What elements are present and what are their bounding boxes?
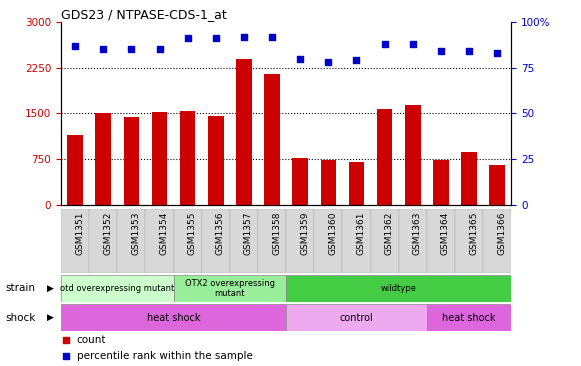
- Point: [380, 41, 389, 47]
- Text: GSM1354: GSM1354: [160, 212, 168, 255]
- Text: GSM1357: GSM1357: [244, 212, 253, 255]
- Text: percentile rank within the sample: percentile rank within the sample: [77, 351, 253, 362]
- Bar: [314, 209, 342, 273]
- Bar: [455, 209, 483, 273]
- Point: [155, 46, 164, 52]
- Bar: [61, 209, 89, 273]
- Text: GSM1352: GSM1352: [103, 212, 112, 255]
- Point: [436, 48, 446, 54]
- Bar: [427, 209, 455, 273]
- Bar: [89, 209, 117, 273]
- Point: [61, 354, 70, 359]
- Bar: [145, 209, 174, 273]
- Bar: [427, 304, 511, 331]
- Text: GSM1358: GSM1358: [272, 212, 281, 255]
- Bar: [292, 158, 308, 205]
- Text: GSM1360: GSM1360: [328, 212, 338, 255]
- Bar: [117, 209, 145, 273]
- Point: [70, 43, 80, 49]
- Text: heat shock: heat shock: [442, 313, 496, 322]
- Text: heat shock: heat shock: [147, 313, 200, 322]
- Text: GDS23 / NTPASE-CDS-1_at: GDS23 / NTPASE-CDS-1_at: [61, 8, 227, 21]
- Bar: [405, 105, 421, 205]
- Bar: [264, 74, 280, 205]
- Text: GSM1356: GSM1356: [216, 212, 225, 255]
- Bar: [230, 209, 258, 273]
- Bar: [174, 274, 286, 302]
- Bar: [202, 209, 230, 273]
- Point: [127, 46, 136, 52]
- Text: otd overexpressing mutant: otd overexpressing mutant: [60, 284, 174, 293]
- Text: wildtype: wildtype: [381, 284, 417, 293]
- Point: [493, 50, 502, 56]
- Bar: [67, 135, 83, 205]
- Point: [324, 59, 333, 65]
- Point: [183, 36, 192, 41]
- Point: [239, 34, 249, 40]
- Text: GSM1366: GSM1366: [497, 212, 506, 255]
- Bar: [236, 59, 252, 205]
- Bar: [61, 274, 174, 302]
- Bar: [152, 112, 167, 205]
- Point: [296, 56, 305, 61]
- Bar: [377, 109, 392, 205]
- Bar: [461, 152, 477, 205]
- Bar: [349, 162, 364, 205]
- Bar: [286, 209, 314, 273]
- Bar: [208, 116, 224, 205]
- Bar: [342, 209, 371, 273]
- Point: [464, 48, 474, 54]
- Text: ▶: ▶: [46, 284, 53, 293]
- Text: ▶: ▶: [46, 313, 53, 322]
- Point: [61, 337, 70, 343]
- Bar: [258, 209, 286, 273]
- Bar: [95, 113, 111, 205]
- Text: GSM1355: GSM1355: [188, 212, 196, 255]
- Point: [211, 36, 220, 41]
- Text: GSM1365: GSM1365: [469, 212, 478, 255]
- Bar: [124, 116, 139, 205]
- Bar: [174, 209, 202, 273]
- Bar: [61, 304, 286, 331]
- Text: OTX2 overexpressing
mutant: OTX2 overexpressing mutant: [185, 279, 275, 298]
- Text: GSM1353: GSM1353: [131, 212, 141, 255]
- Text: GSM1351: GSM1351: [75, 212, 84, 255]
- Text: GSM1361: GSM1361: [357, 212, 365, 255]
- Text: control: control: [340, 313, 374, 322]
- Bar: [399, 209, 427, 273]
- Bar: [286, 274, 511, 302]
- Text: GSM1359: GSM1359: [300, 212, 309, 255]
- Bar: [321, 160, 336, 205]
- Text: count: count: [77, 335, 106, 346]
- Text: GSM1364: GSM1364: [441, 212, 450, 255]
- Bar: [433, 160, 449, 205]
- Point: [408, 41, 417, 47]
- Text: strain: strain: [6, 283, 36, 293]
- Point: [99, 46, 108, 52]
- Point: [352, 57, 361, 63]
- Text: GSM1362: GSM1362: [385, 212, 394, 255]
- Bar: [489, 165, 505, 205]
- Point: [267, 34, 277, 40]
- Bar: [371, 209, 399, 273]
- Bar: [286, 304, 427, 331]
- Text: shock: shock: [6, 313, 36, 322]
- Bar: [180, 111, 195, 205]
- Bar: [483, 209, 511, 273]
- Text: GSM1363: GSM1363: [413, 212, 422, 255]
